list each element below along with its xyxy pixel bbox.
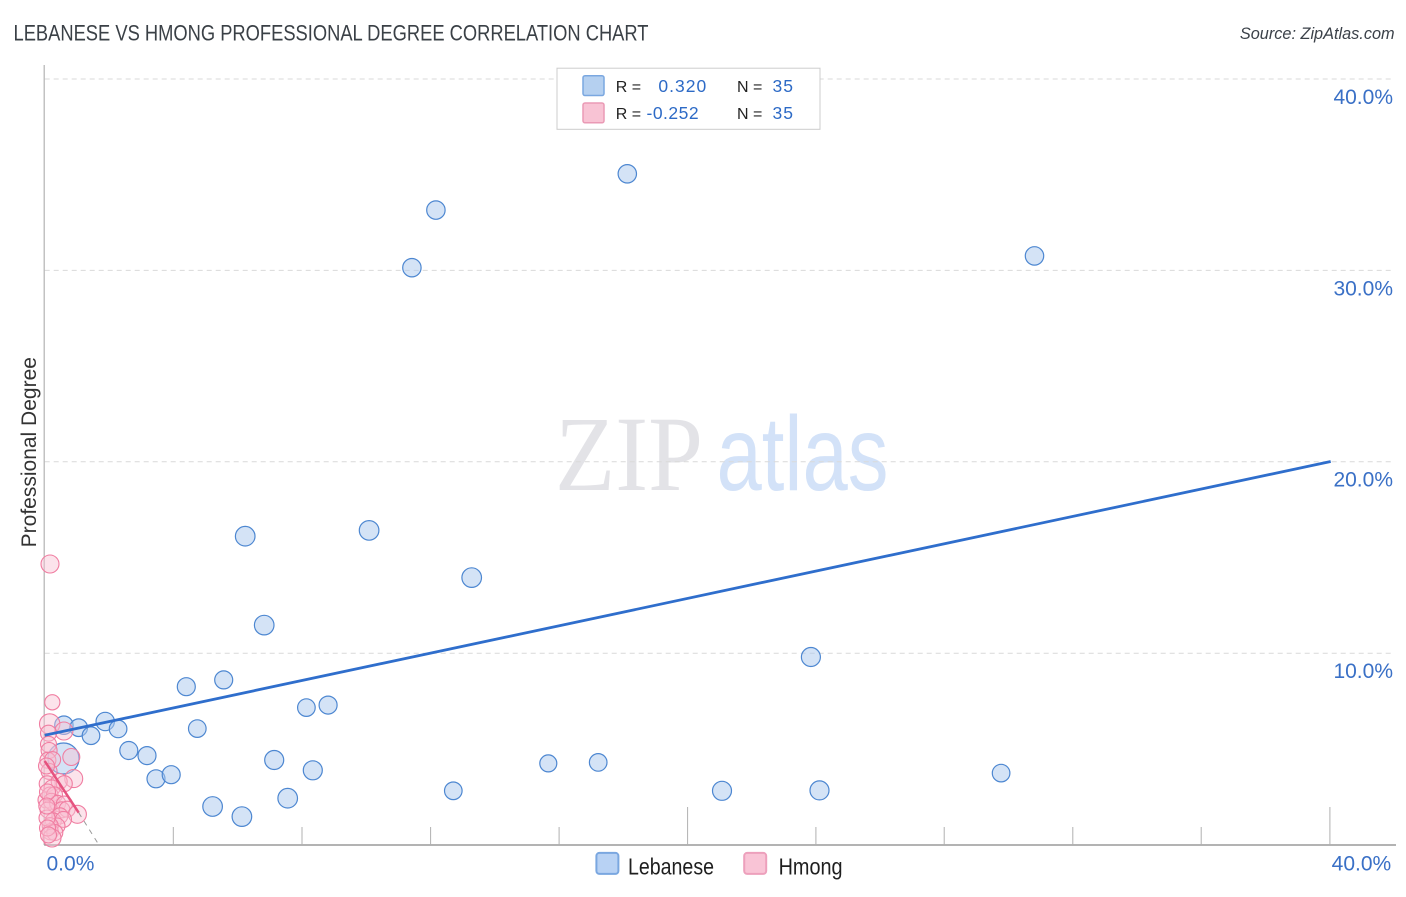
svg-text:R =: R = bbox=[616, 79, 641, 96]
svg-text:LEBANESE VS HMONG PROFESSIONAL: LEBANESE VS HMONG PROFESSIONAL DEGREE CO… bbox=[14, 21, 649, 46]
svg-text:-0.252: -0.252 bbox=[647, 103, 700, 123]
svg-text:Hmong: Hmong bbox=[779, 854, 843, 880]
svg-text:N =: N = bbox=[737, 79, 762, 96]
svg-text:N =: N = bbox=[737, 106, 762, 123]
svg-text:Professional Degree: Professional Degree bbox=[18, 357, 41, 547]
svg-text:40.0%: 40.0% bbox=[1333, 86, 1393, 109]
svg-text:ZIP: ZIP bbox=[555, 396, 703, 514]
svg-text:10.0%: 10.0% bbox=[1333, 660, 1393, 683]
svg-text:0.320: 0.320 bbox=[658, 76, 707, 96]
svg-text:R =: R = bbox=[616, 106, 641, 123]
svg-text:20.0%: 20.0% bbox=[1333, 469, 1393, 492]
svg-text:Source: ZipAtlas.com: Source: ZipAtlas.com bbox=[1240, 25, 1395, 43]
svg-text:Lebanese: Lebanese bbox=[628, 854, 714, 880]
svg-text:0.0%: 0.0% bbox=[47, 853, 95, 876]
svg-text:30.0%: 30.0% bbox=[1333, 277, 1393, 300]
svg-text:35: 35 bbox=[773, 76, 794, 96]
svg-text:35: 35 bbox=[773, 103, 794, 123]
svg-text:40.0%: 40.0% bbox=[1332, 853, 1392, 876]
svg-text:atlas: atlas bbox=[717, 395, 889, 513]
